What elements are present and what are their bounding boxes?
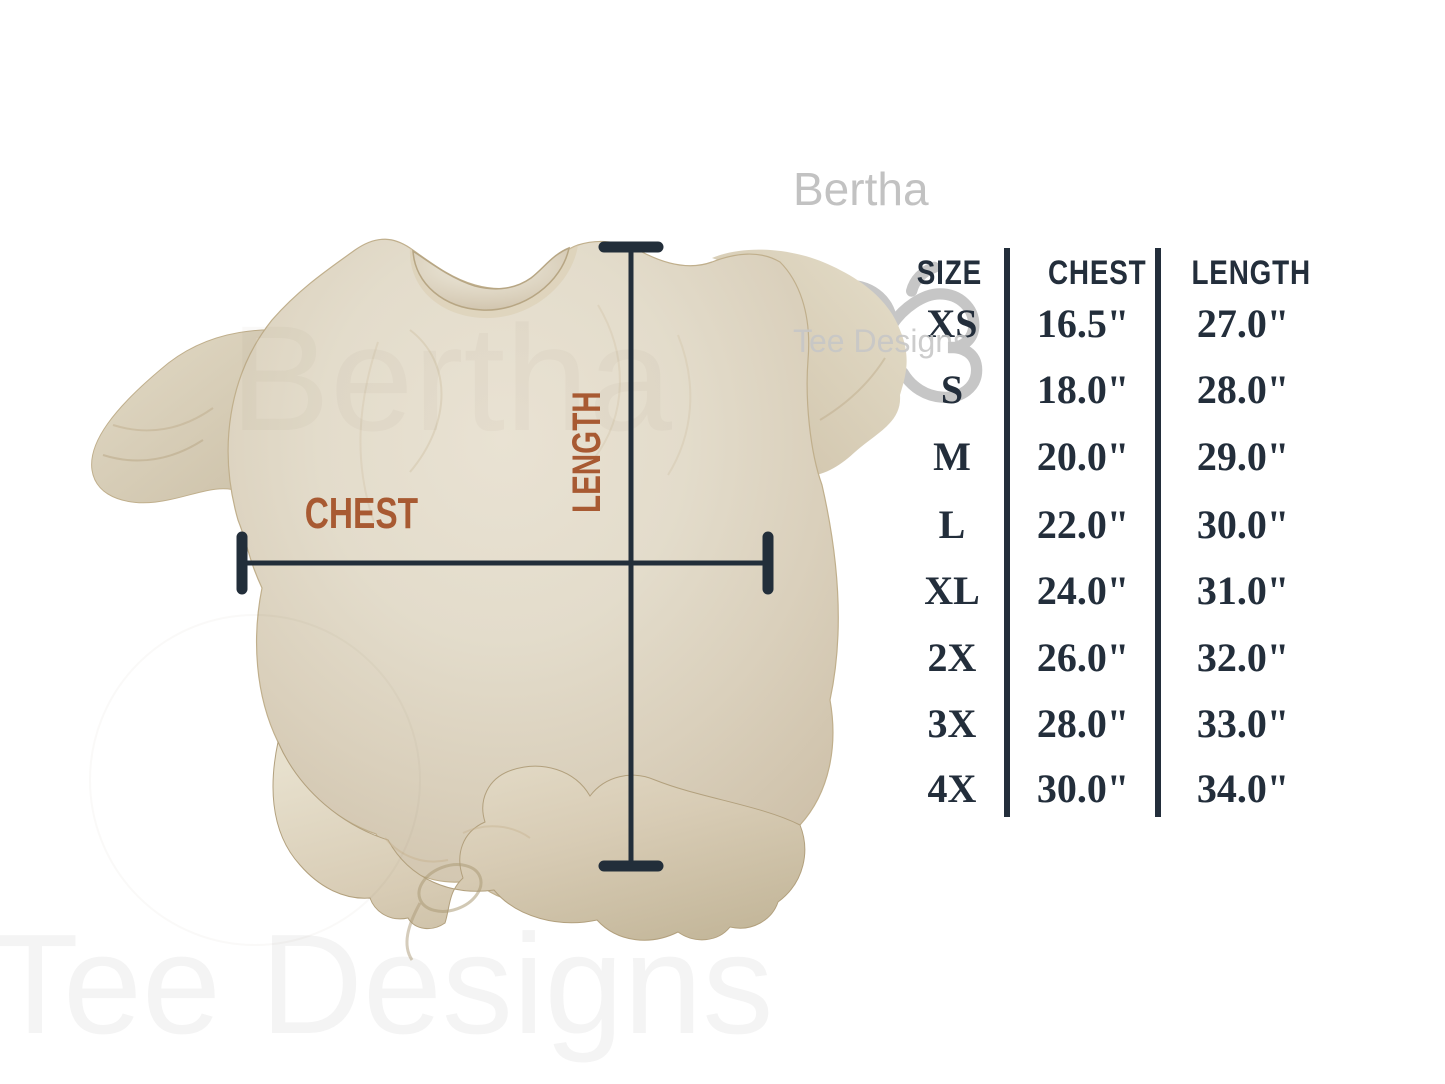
svg-text:30.0": 30.0" (1037, 766, 1129, 811)
svg-text:SIZE: SIZE (917, 253, 982, 291)
svg-text:33.0": 33.0" (1197, 701, 1289, 746)
svg-text:29.0": 29.0" (1197, 434, 1289, 479)
svg-text:Tee Designs: Tee Designs (793, 323, 969, 359)
svg-text:L: L (939, 502, 966, 547)
svg-text:2X: 2X (928, 635, 977, 680)
svg-text:34.0": 34.0" (1197, 766, 1289, 811)
svg-text:S: S (941, 367, 963, 412)
svg-text:27.0": 27.0" (1197, 301, 1289, 346)
svg-text:26.0": 26.0" (1037, 635, 1129, 680)
svg-text:28.0": 28.0" (1197, 367, 1289, 412)
svg-text:16.5": 16.5" (1037, 301, 1129, 346)
svg-text:30.0": 30.0" (1197, 502, 1289, 547)
svg-text:20.0": 20.0" (1037, 434, 1129, 479)
svg-text:LENGTH: LENGTH (1191, 253, 1310, 291)
svg-text:CHEST: CHEST (305, 490, 418, 538)
svg-text:24.0": 24.0" (1037, 568, 1129, 613)
svg-text:18.0": 18.0" (1037, 367, 1129, 412)
svg-text:28.0": 28.0" (1037, 701, 1129, 746)
svg-text:M: M (933, 434, 971, 479)
svg-text:Bertha: Bertha (793, 163, 929, 215)
svg-text:XL: XL (924, 568, 980, 613)
svg-text:31.0": 31.0" (1197, 568, 1289, 613)
svg-text:32.0": 32.0" (1197, 635, 1289, 680)
svg-text:3X: 3X (928, 701, 977, 746)
svg-text:LENGTH: LENGTH (565, 391, 609, 513)
svg-text:22.0": 22.0" (1037, 502, 1129, 547)
svg-text:4X: 4X (928, 766, 977, 811)
svg-text:CHEST: CHEST (1048, 253, 1147, 291)
